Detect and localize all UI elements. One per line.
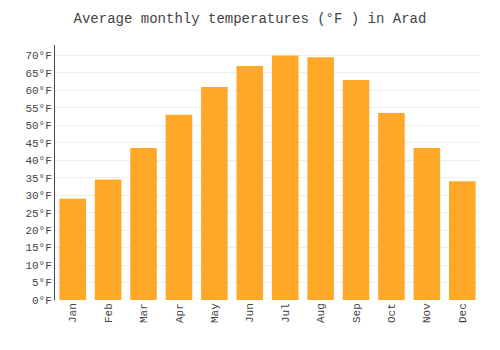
svg-text:70°F: 70°F (25, 50, 51, 62)
svg-text:May: May (209, 303, 221, 323)
svg-text:30°F: 30°F (25, 190, 51, 202)
svg-text:Apr: Apr (174, 303, 186, 323)
svg-text:5°F: 5°F (32, 277, 52, 289)
svg-text:60°F: 60°F (25, 85, 51, 97)
svg-text:Average monthly temperatures (: Average monthly temperatures (°F ) in Ar… (74, 11, 427, 27)
svg-text:Dec: Dec (457, 303, 469, 323)
svg-text:Jan: Jan (67, 303, 79, 323)
svg-text:Feb: Feb (103, 303, 115, 323)
svg-text:40°F: 40°F (25, 155, 51, 167)
svg-text:35°F: 35°F (25, 173, 51, 185)
svg-text:10°F: 10°F (25, 260, 51, 272)
svg-text:45°F: 45°F (25, 138, 51, 150)
svg-text:55°F: 55°F (25, 103, 51, 115)
svg-text:15°F: 15°F (25, 242, 51, 254)
svg-text:Oct: Oct (386, 303, 398, 323)
svg-text:20°F: 20°F (25, 225, 51, 237)
svg-text:0°F: 0°F (32, 295, 52, 307)
svg-text:25°F: 25°F (25, 208, 51, 220)
svg-text:Mar: Mar (138, 303, 150, 323)
svg-text:Sep: Sep (351, 303, 363, 323)
svg-text:Nov: Nov (421, 303, 433, 323)
svg-text:50°F: 50°F (25, 120, 51, 132)
svg-text:65°F: 65°F (25, 68, 51, 80)
svg-text:Jun: Jun (244, 303, 256, 323)
svg-text:Aug: Aug (315, 303, 327, 323)
svg-text:Jul: Jul (280, 303, 292, 323)
